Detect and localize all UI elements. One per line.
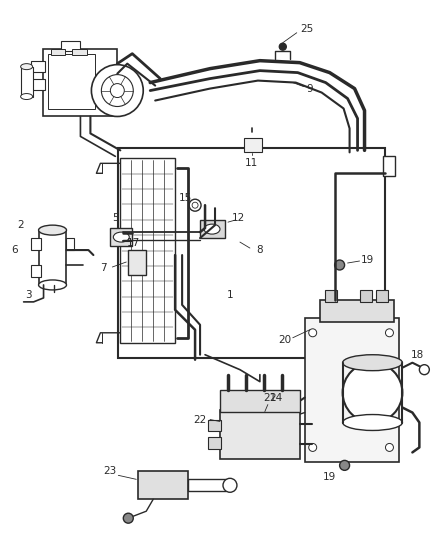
Ellipse shape	[39, 225, 67, 235]
Ellipse shape	[39, 280, 67, 290]
Bar	[72, 49, 88, 55]
Bar	[384, 330, 396, 350]
Text: 3: 3	[25, 290, 32, 300]
Bar	[39, 230, 67, 285]
Text: 17: 17	[127, 238, 140, 248]
Text: 25: 25	[300, 24, 313, 34]
Text: 23: 23	[104, 466, 117, 477]
Bar	[110, 228, 132, 246]
Circle shape	[309, 329, 317, 337]
Ellipse shape	[204, 224, 220, 234]
Text: 24: 24	[269, 393, 283, 402]
Bar	[31, 61, 45, 71]
Bar	[325, 290, 337, 302]
Bar	[220, 390, 300, 411]
Circle shape	[385, 329, 393, 337]
Circle shape	[309, 443, 317, 451]
Circle shape	[335, 260, 345, 270]
Text: 2: 2	[18, 220, 24, 230]
Bar	[48, 54, 95, 109]
Bar	[377, 290, 389, 302]
Text: 20: 20	[278, 335, 291, 345]
Bar	[118, 148, 385, 358]
Bar	[31, 265, 41, 277]
Ellipse shape	[21, 94, 32, 100]
Bar	[200, 220, 225, 238]
Circle shape	[124, 513, 133, 523]
Bar	[305, 318, 399, 462]
Circle shape	[110, 84, 124, 98]
Bar	[138, 471, 188, 499]
Ellipse shape	[343, 355, 403, 370]
Text: 5: 5	[112, 213, 119, 223]
Text: 7: 7	[100, 263, 107, 273]
Bar	[31, 78, 45, 90]
Text: 21: 21	[263, 393, 276, 402]
Circle shape	[279, 43, 286, 50]
Bar	[208, 438, 221, 449]
Circle shape	[223, 478, 237, 492]
Bar	[188, 479, 226, 491]
Circle shape	[339, 461, 350, 470]
Ellipse shape	[343, 415, 403, 431]
Bar	[244, 139, 262, 152]
Bar	[50, 49, 66, 55]
Text: 12: 12	[231, 213, 244, 223]
Bar	[21, 67, 32, 96]
Text: 19: 19	[323, 472, 336, 482]
Circle shape	[343, 362, 403, 423]
Circle shape	[101, 75, 133, 107]
Text: 18: 18	[411, 350, 424, 360]
Text: 8: 8	[257, 245, 263, 255]
Circle shape	[385, 443, 393, 451]
Text: 11: 11	[245, 158, 258, 168]
Circle shape	[92, 64, 143, 117]
Ellipse shape	[21, 63, 32, 70]
Bar	[208, 419, 221, 432]
Bar	[220, 409, 300, 459]
Bar	[60, 41, 81, 51]
Circle shape	[189, 199, 201, 211]
Circle shape	[192, 202, 198, 208]
Text: 19: 19	[361, 255, 374, 265]
Text: 1: 1	[226, 290, 233, 300]
Bar	[384, 156, 396, 176]
Text: 22: 22	[194, 415, 207, 424]
Bar	[67, 238, 74, 250]
Bar	[128, 250, 146, 275]
Bar	[42, 49, 117, 117]
Circle shape	[419, 365, 429, 375]
Text: 9: 9	[307, 84, 313, 94]
Ellipse shape	[113, 232, 129, 242]
Bar	[120, 158, 175, 343]
Text: 15: 15	[178, 193, 192, 203]
Bar	[31, 238, 41, 250]
Bar	[320, 300, 395, 322]
Text: 6: 6	[11, 245, 18, 255]
Bar	[360, 290, 371, 302]
